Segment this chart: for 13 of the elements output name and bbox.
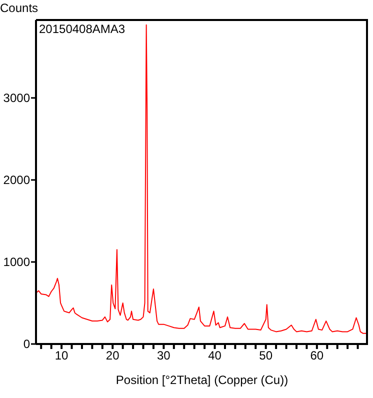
y-tick-label: 2000 — [3, 172, 30, 187]
x-tick-label: 20 — [106, 348, 120, 363]
x-axis-title: Position [°2Theta] (Copper (Cu)) — [116, 373, 288, 387]
x-tick-label: 60 — [310, 348, 324, 363]
x-tick-label: 40 — [208, 348, 222, 363]
y-axis-title: Counts — [0, 1, 38, 15]
x-tick-label: 50 — [259, 348, 273, 363]
x-tick-label: 30 — [157, 348, 171, 363]
y-tick-label: 1000 — [3, 254, 30, 269]
y-tick-label: 0 — [23, 337, 30, 351]
annotation: 20150408AMA3 — [39, 22, 126, 36]
y-tick-label: 3000 — [3, 90, 30, 105]
x-tick-label: 10 — [54, 348, 69, 363]
